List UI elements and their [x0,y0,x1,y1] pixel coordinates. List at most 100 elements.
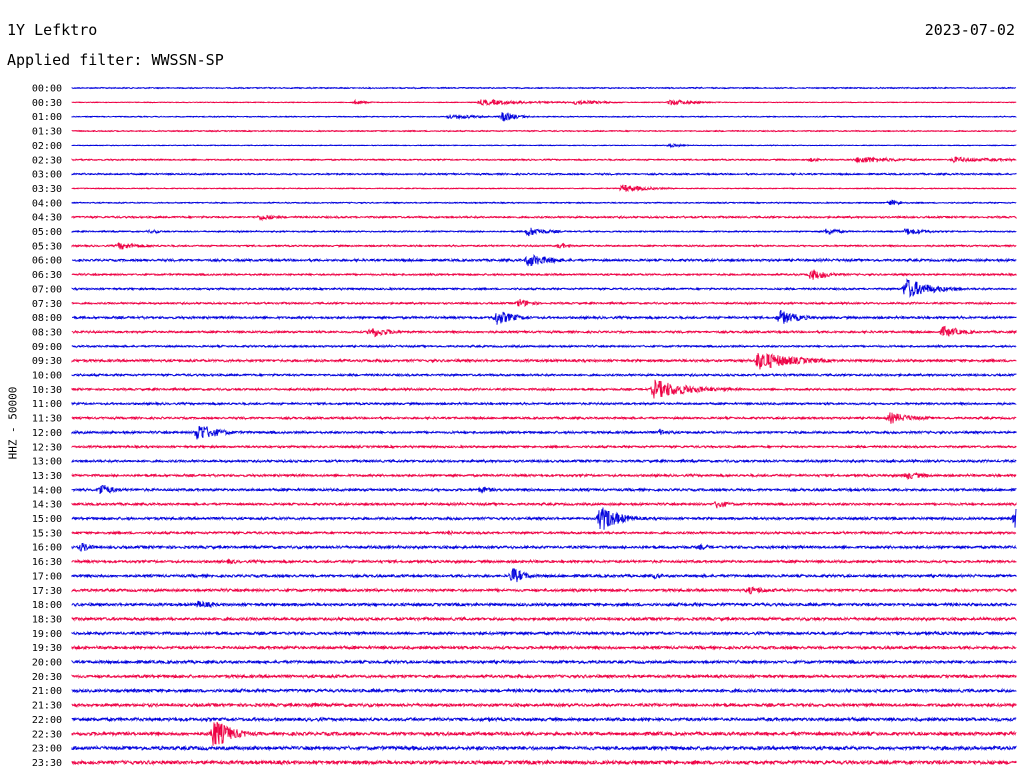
row-time-label: 12:30 [32,442,62,453]
trace-row [71,401,1017,407]
row-time-label: 15:30 [32,528,62,539]
trace-row [71,184,1017,193]
trace-row [71,199,1017,206]
row-time-label: 22:00 [32,715,62,726]
trace-row [71,352,1017,370]
trace-row [71,644,1017,651]
row-time-label: 15:00 [32,514,62,525]
trace-row [71,501,1017,509]
row-time-label: 02:30 [32,155,62,166]
trace-row [71,673,1017,680]
row-time-label: 20:30 [32,672,62,683]
trace-row [71,156,1017,164]
trace-row [71,444,1017,450]
trace-row [71,507,1017,530]
trace-row [71,721,1017,746]
row-time-label: 10:00 [32,371,62,382]
trace-row [71,568,1017,583]
trace-row [71,298,1017,308]
date-label: 2023-07-02 [924,21,1015,39]
trace-row [71,472,1017,480]
trace-row [71,630,1017,637]
trace-row [71,558,1017,565]
trace-row [71,600,1017,609]
row-time-label: 14:00 [32,485,62,496]
row-time-label: 19:00 [32,629,62,640]
trace-row [71,687,1017,694]
row-time-label: 16:00 [32,543,62,554]
row-time-label: 01:30 [32,127,62,138]
trace-row [71,529,1017,536]
row-time-label: 00:30 [32,98,62,109]
row-time-label: 12:00 [32,428,62,439]
row-time-label: 19:30 [32,643,62,654]
trace-row [71,98,1017,106]
row-time-label: 01:00 [32,112,62,123]
row-time-label: 05:00 [32,227,62,238]
trace-row [71,542,1017,552]
station-title: 1Y Lefktro [7,21,98,39]
row-time-label: 16:30 [32,557,62,568]
trace-row [71,744,1017,752]
row-time-label: 23:30 [32,758,62,769]
row-time-label: 07:30 [32,299,62,310]
row-time-label: 08:30 [32,327,62,338]
trace-row [71,759,1017,766]
trace-row [71,458,1017,464]
row-time-label: 05:30 [32,241,62,252]
trace-row [71,701,1017,709]
row-time-label: 14:30 [32,500,62,511]
trace-row [71,372,1017,378]
trace-row [71,615,1017,622]
trace-row [71,269,1017,280]
trace-row [71,278,1017,299]
trace-row [71,227,1017,237]
trace-row [71,658,1017,666]
filter-label: Applied filter: WWSSN-SP [7,51,224,69]
trace-row [71,86,1017,90]
row-time-label: 00:00 [32,84,62,95]
row-time-label: 17:00 [32,571,62,582]
row-time-label: 06:00 [32,256,62,267]
row-time-label: 11:30 [32,414,62,425]
row-time-label: 09:00 [32,342,62,353]
row-time-label: 04:30 [32,213,62,224]
trace-row [71,112,1017,122]
row-time-label: 17:30 [32,586,62,597]
trace-row [71,214,1017,222]
trace-row [71,143,1017,149]
trace-row [71,586,1017,595]
row-time-label: 03:30 [32,184,62,195]
row-time-label: 07:00 [32,284,62,295]
trace-row [72,309,1017,325]
trace-row [71,716,1017,723]
row-time-label: 06:30 [32,270,62,281]
trace-row [71,241,1017,250]
row-time-label: 20:00 [32,658,62,669]
trace-row [71,325,1017,338]
trace-row [71,343,1017,349]
row-time-label: 22:30 [32,729,62,740]
row-time-label: 21:00 [32,686,62,697]
row-time-label: 21:30 [32,701,62,712]
trace-row [71,129,1017,133]
trace-row [71,379,1017,399]
trace-row [71,425,1017,440]
trace-row [71,253,1017,267]
trace-row [71,171,1017,177]
trace-row [71,484,1017,495]
row-time-label: 18:00 [32,600,62,611]
row-time-label: 13:30 [32,471,62,482]
row-time-label: 03:00 [32,170,62,181]
row-time-label: 10:30 [32,385,62,396]
trace-row [71,412,1017,424]
row-time-label: 09:30 [32,356,62,367]
row-time-label: 04:00 [32,198,62,209]
row-time-label: 11:00 [32,399,62,410]
row-time-label: 23:00 [32,744,62,755]
row-time-label: 02:00 [32,141,62,152]
row-time-label: 18:30 [32,614,62,625]
row-time-label: 13:00 [32,457,62,468]
row-time-label: 08:00 [32,313,62,324]
